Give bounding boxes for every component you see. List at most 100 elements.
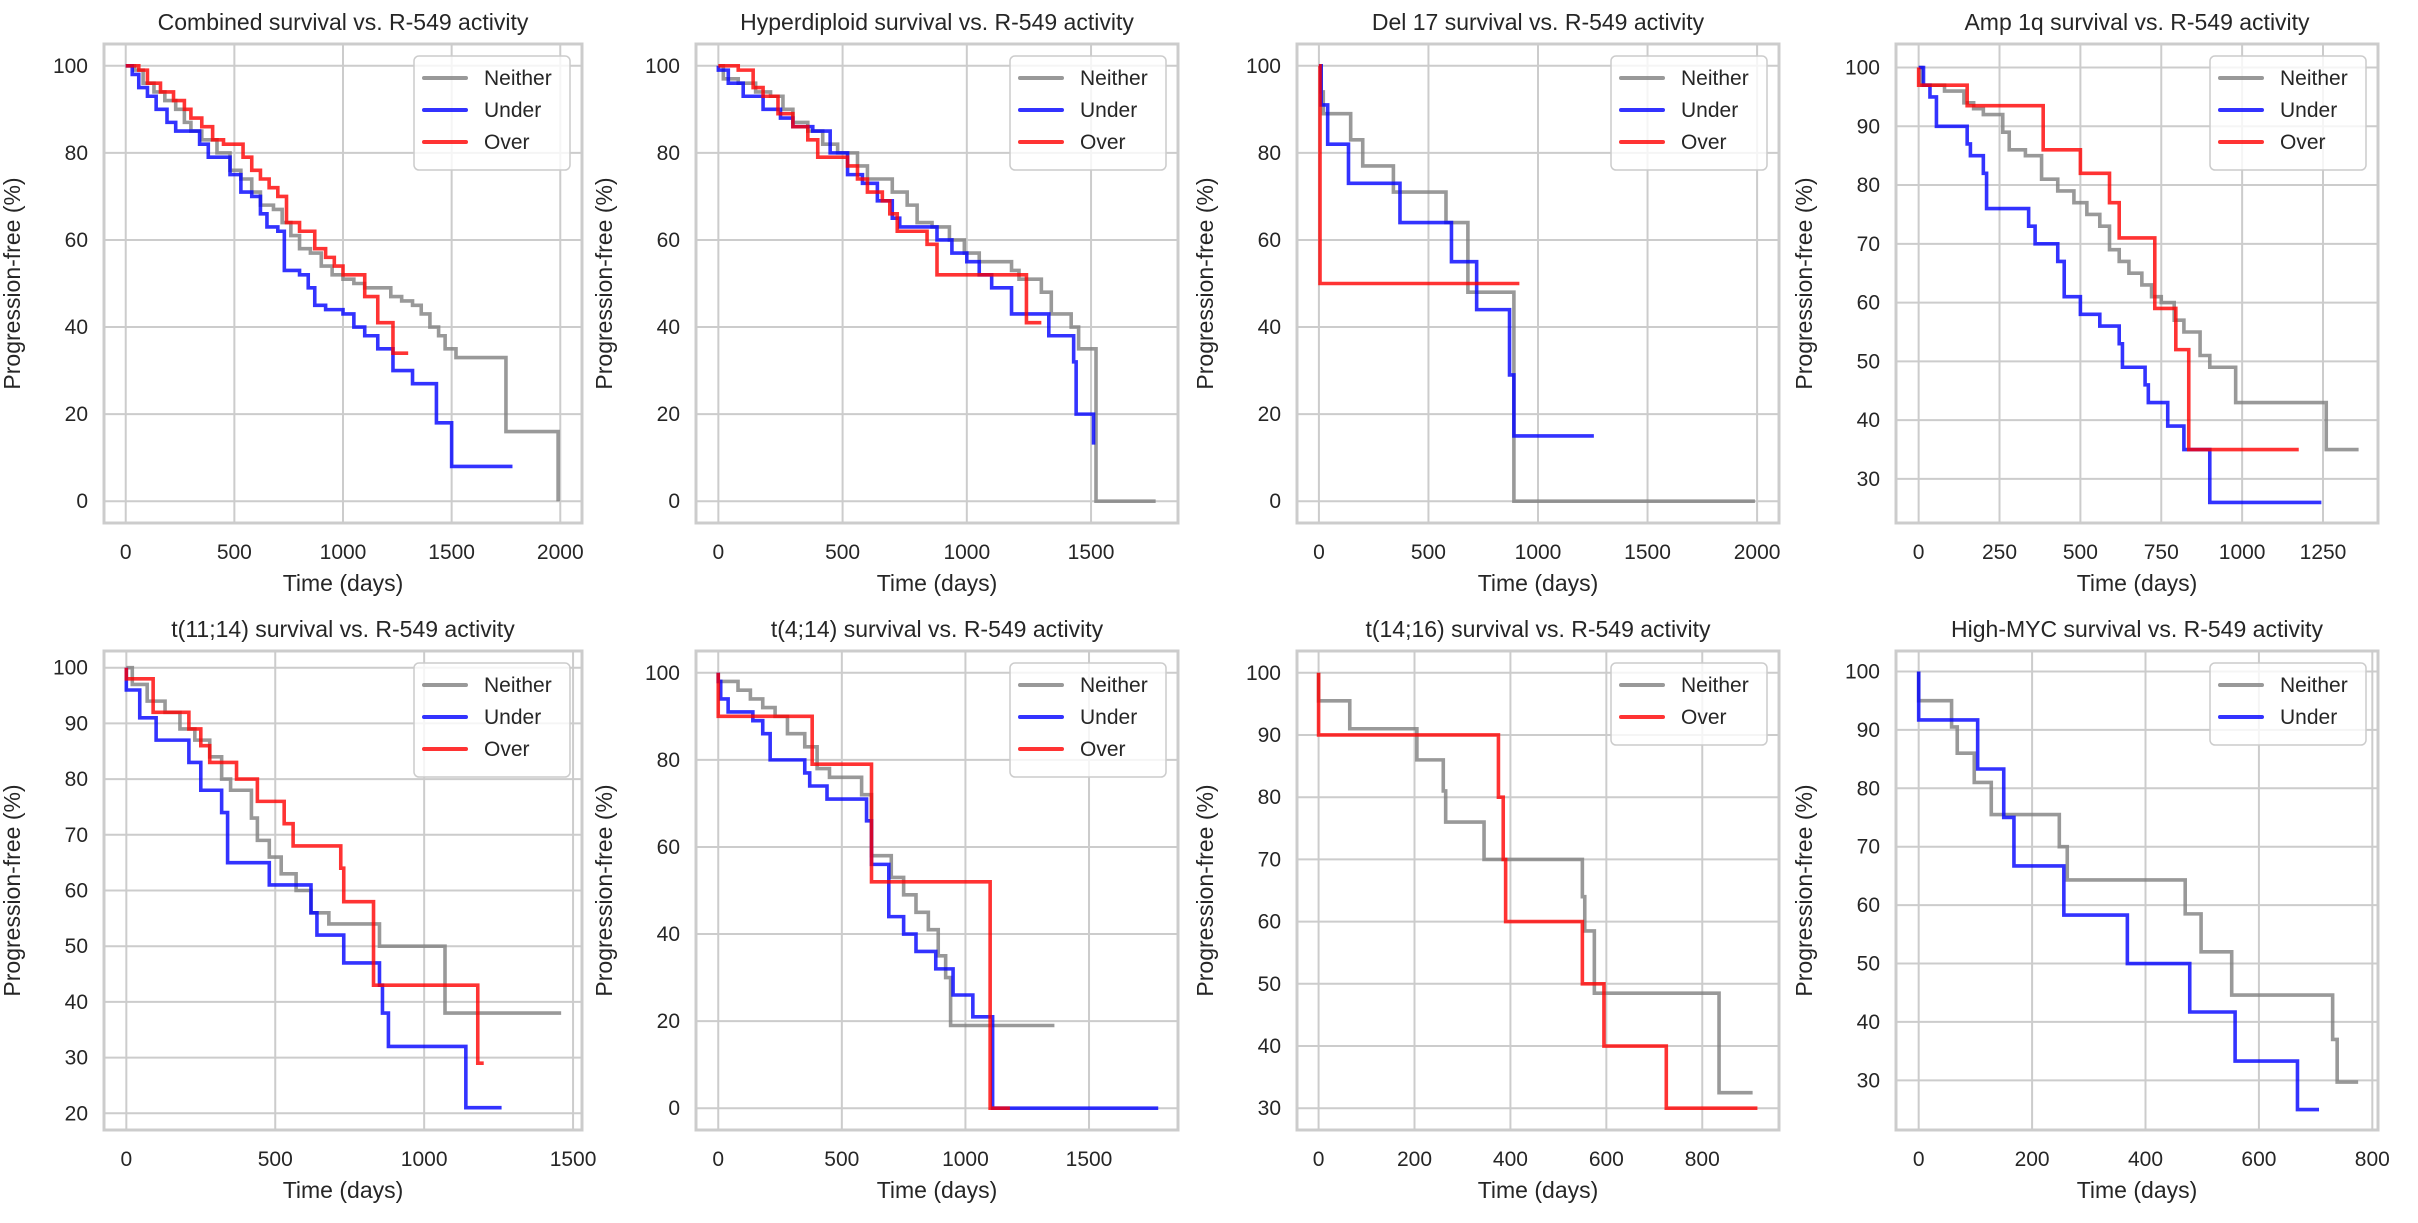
x-tick-label: 1500	[428, 541, 475, 564]
y-tick-label: 80	[657, 142, 680, 165]
legend-label: Over	[484, 131, 530, 154]
x-tick-label: 500	[825, 541, 860, 564]
legend-label: Neither	[1080, 67, 1148, 90]
y-tick-label: 30	[1258, 1097, 1281, 1120]
y-tick-label: 80	[65, 142, 88, 165]
x-tick-label: 800	[1685, 1148, 1720, 1171]
series-line-neither	[1916, 671, 2359, 1084]
x-tick-label: 500	[258, 1148, 293, 1171]
y-tick-label: 50	[1857, 953, 1880, 976]
subplot-7: t(14;16) survival vs. R-549 activity 0 200…	[1192, 616, 1781, 1203]
y-tick-label: 90	[1258, 724, 1281, 747]
x-axis-label: Time (days)	[2077, 1177, 2198, 1203]
y-tick-label: 60	[1258, 229, 1281, 252]
legend-label: Over	[1080, 738, 1126, 761]
legend: Neither Under Over	[2209, 55, 2367, 171]
x-axis-label: Time (days)	[877, 570, 998, 596]
y-tick-label: 80	[1857, 777, 1880, 800]
subplot-title: t(11;14) survival vs. R-549 activity	[171, 616, 515, 642]
y-tick-label: 0	[668, 1097, 680, 1120]
plot-frame	[1894, 649, 2380, 1132]
x-axis-label: Time (days)	[1478, 570, 1599, 596]
series-line-over	[1316, 672, 1758, 1111]
subplot-title: High-MYC survival vs. R-549 activity	[1951, 616, 2323, 642]
y-tick-label: 70	[1857, 836, 1880, 859]
legend: Neither Under Over	[1610, 55, 1768, 171]
legend-label: Over	[484, 738, 530, 761]
plot-frame	[694, 42, 1180, 525]
x-tick-label: 1000	[1515, 541, 1562, 564]
series-line-neither	[1316, 672, 1753, 1095]
plot-frame	[1894, 42, 2380, 525]
series-line-over	[124, 667, 484, 1065]
y-tick-label: 60	[1857, 292, 1880, 315]
series-line-over	[716, 672, 1010, 1111]
series-line-under	[716, 65, 1096, 445]
x-tick-label: 600	[1589, 1148, 1624, 1171]
series-line-over	[1318, 63, 1520, 286]
legend-label: Neither	[2280, 67, 2348, 90]
subplot-8: High-MYC survival vs. R-549 activity 0 200…	[1791, 616, 2390, 1203]
series-line-under	[1918, 65, 2322, 505]
series-line-under	[1916, 671, 2320, 1112]
y-tick-label: 100	[53, 657, 88, 680]
y-tick-label: 80	[65, 768, 88, 791]
x-tick-label: 200	[1397, 1148, 1432, 1171]
subplot-5: t(11;14) survival vs. R-549 activity 0 500…	[0, 616, 596, 1203]
legend: Neither Under Over	[413, 55, 571, 171]
legend-label: Neither	[2280, 674, 2348, 697]
x-tick-label: 600	[2241, 1148, 2276, 1171]
x-tick-label: 1250	[2300, 541, 2347, 564]
x-tick-label: 200	[2015, 1148, 2050, 1171]
series-line-neither	[125, 63, 560, 502]
series-line-neither	[716, 672, 1055, 1028]
x-tick-label: 0	[712, 1148, 724, 1171]
x-tick-label: 0	[1313, 1148, 1325, 1171]
subplot-title: Hyperdiploid survival vs. R-549 activity	[740, 9, 1134, 35]
legend-label: Over	[2280, 131, 2326, 154]
series-line-under	[716, 672, 1159, 1111]
x-tick-label: 0	[120, 1148, 132, 1171]
legend-label: Under	[1080, 99, 1137, 122]
series-line-neither	[126, 665, 562, 1015]
y-tick-label: 100	[1845, 57, 1880, 80]
subplot-title: t(14;16) survival vs. R-549 activity	[1365, 616, 1711, 642]
x-tick-label: 1000	[942, 1148, 989, 1171]
legend: Neither Under Over	[413, 662, 571, 778]
x-tick-label: 1500	[550, 1148, 597, 1171]
plot-frame	[1295, 649, 1781, 1132]
y-tick-label: 20	[657, 1010, 680, 1033]
x-tick-label: 1000	[401, 1148, 448, 1171]
series-line-over	[125, 63, 409, 355]
y-tick-label: 60	[65, 229, 88, 252]
y-axis-label: Progression-free (%)	[1791, 784, 1817, 996]
x-tick-label: 1500	[1624, 541, 1671, 564]
legend-label: Under	[2280, 706, 2337, 729]
y-tick-label: 40	[65, 316, 88, 339]
y-tick-label: 90	[65, 712, 88, 735]
legend-label: Over	[1681, 131, 1727, 154]
x-axis-label: Time (days)	[283, 570, 404, 596]
x-tick-label: 0	[120, 541, 132, 564]
y-tick-label: 20	[1258, 403, 1281, 426]
y-tick-label: 90	[1857, 115, 1880, 138]
y-tick-label: 100	[645, 55, 680, 78]
y-tick-label: 0	[668, 490, 680, 513]
y-tick-label: 60	[65, 880, 88, 903]
x-tick-label: 1500	[1068, 541, 1115, 564]
y-tick-label: 0	[1269, 490, 1281, 513]
x-tick-label: 1000	[320, 541, 367, 564]
legend-label: Over	[1080, 131, 1126, 154]
x-axis-label: Time (days)	[877, 1177, 998, 1203]
y-axis-label: Progression-free (%)	[0, 784, 25, 996]
subplot-title: Del 17 survival vs. R-549 activity	[1372, 9, 1705, 35]
y-tick-label: 50	[1258, 973, 1281, 996]
legend-label: Under	[1080, 706, 1137, 729]
subplot-6: t(4;14) survival vs. R-549 activity 0 500 1…	[591, 616, 1180, 1203]
legend-label: Over	[1681, 706, 1727, 729]
subplot-title: t(4;14) survival vs. R-549 activity	[771, 616, 1104, 642]
y-tick-label: 60	[1857, 894, 1880, 917]
x-tick-label: 500	[1411, 541, 1446, 564]
